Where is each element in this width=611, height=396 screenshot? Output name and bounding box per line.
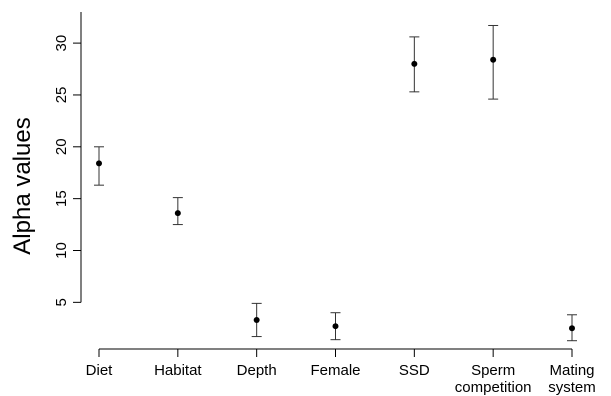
data-point [96,160,102,167]
data-point [569,325,575,332]
x-tick-label: Habitat [154,362,202,379]
y-axis: 5 10 15 20 25 30 [53,12,82,307]
y-tick-label: 30 [53,35,70,52]
x-axis: Diet Habitat Depth Female SSD Sperm competitio… [86,348,596,396]
y-tick-label: 10 [53,242,70,259]
y-tick-label: 20 [53,138,70,155]
data-point [411,60,418,67]
x-tick-label: Diet [86,362,114,379]
x-tick-label: Female [310,362,360,379]
y-axis-title: Alpha values [9,117,36,254]
y-tick-label: 25 [53,87,70,104]
data-point [253,316,260,323]
y-tick-label: 15 [53,190,70,207]
x-tick-label: Depth [237,362,277,379]
x-tick-label: Mating system [548,362,596,396]
x-tick-label: SSD [399,362,430,379]
x-tick-label: Sperm competition [455,362,532,396]
data-point [490,56,497,63]
data-point [174,210,181,217]
data-point [332,323,339,330]
data-marks [94,24,577,342]
y-tick-label: 5 [53,298,70,306]
